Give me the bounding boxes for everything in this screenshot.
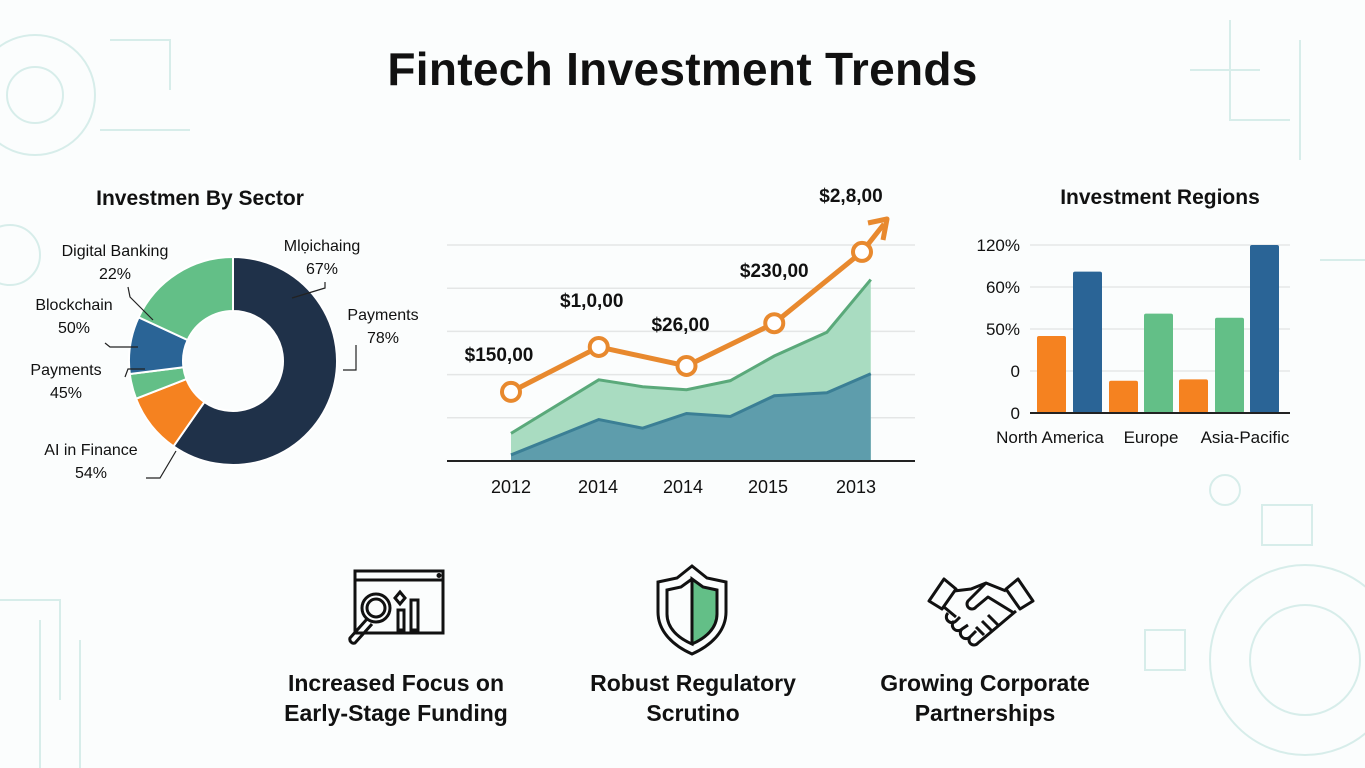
bar-chart-title: Investment Regions [1060, 186, 1260, 209]
donut-label-payments-45: Payments 45% [16, 359, 116, 405]
shield-icon [656, 564, 728, 656]
data-label: $1,0,00 [560, 291, 623, 312]
data-point [851, 240, 873, 263]
bar [1179, 379, 1208, 413]
data-label: $150,00 [465, 345, 534, 366]
x-tick-label: 2014 [578, 477, 618, 497]
slice-name: Blockchain [35, 297, 113, 314]
sector-donut-chart [104, 255, 357, 479]
y-tick-label: 60% [986, 278, 1020, 297]
page-title: Fintech Investment Trends [387, 43, 978, 95]
leader-line [124, 368, 145, 378]
slice-value: 45% [49, 385, 83, 402]
area-series-line [510, 372, 872, 457]
slice-name: Mlọichaing [283, 238, 361, 255]
feature-early-stage-funding: Increased Focus on Early-Stage Funding [246, 668, 546, 728]
x-category-label: Asia-Pacific [1201, 428, 1290, 447]
leader-line [291, 282, 326, 299]
leader-line [127, 286, 154, 321]
feature-text-line: Increased Focus on [287, 670, 504, 696]
slice-name: Payments [347, 307, 419, 324]
y-tick-label: 0 [1011, 404, 1020, 423]
analytics-magnifier-icon [348, 569, 445, 645]
donut-slice [172, 255, 338, 466]
bar [1250, 245, 1279, 413]
trend-arrow-head [867, 216, 890, 241]
y-tick-label: 120% [977, 236, 1020, 255]
handshake-icon [927, 577, 1035, 647]
y-tick-label: 50% [986, 320, 1020, 339]
feature-corporate-partnerships: Growing Corporate Partnerships [835, 668, 1135, 728]
donut-chart-title: Investmen By Sector [96, 187, 304, 210]
feature-text-line: Growing Corporate [880, 670, 1090, 696]
slice-value: 54% [74, 465, 108, 482]
regions-bar-chart: 0 0 50% 60% 120% North America Europe Asia-Paci… [977, 236, 1290, 447]
slice-value: 78% [366, 330, 400, 347]
bar [1215, 317, 1244, 413]
feature-regulatory-scrutiny: Robust Regulatory Scrutino [543, 668, 843, 728]
slice-name: Digital Banking [61, 243, 169, 260]
data-point [500, 380, 522, 403]
x-tick-label: 2014 [663, 477, 703, 497]
x-tick-label: 2015 [748, 477, 788, 497]
feature-text-line: Robust Regulatory [590, 670, 796, 696]
slice-name: Payments [30, 362, 102, 379]
data-point [675, 354, 698, 377]
leader-line [104, 342, 138, 348]
donut-label-mloichaing: Mlọichaing 67% [262, 235, 382, 281]
donut-label-digital-banking: Digital Banking 22% [50, 240, 180, 286]
x-tick-label: 2013 [836, 477, 876, 497]
donut-label-ai-in-finance: AI in Finance 54% [26, 439, 156, 485]
slice-name: AI in Finance [44, 442, 138, 459]
area-series-line [510, 278, 872, 435]
leader-line [343, 345, 357, 371]
bar [1073, 271, 1102, 413]
investment-line-chart: $150,00 $1,0,00 $26,00 $230,00 $2,8,00 2012 20… [447, 186, 915, 497]
bar [1144, 313, 1173, 413]
data-point [587, 335, 610, 358]
feature-text-line: Partnerships [914, 700, 1056, 726]
slice-value: 22% [98, 266, 132, 283]
data-point [763, 312, 786, 335]
data-label: $2,8,00 [819, 186, 882, 207]
feature-text-line: Early-Stage Funding [284, 700, 508, 726]
slice-value: 67% [305, 261, 339, 278]
bar [1037, 336, 1066, 413]
donut-label-payments-78: Payments 78% [333, 304, 433, 350]
bar [1109, 380, 1138, 413]
slice-value: 50% [57, 320, 91, 337]
x-category-label: Europe [1124, 428, 1179, 447]
data-label: $230,00 [740, 261, 809, 282]
x-category-label: North America [996, 428, 1104, 447]
donut-label-blockchain: Blockchain 50% [24, 294, 124, 340]
data-label: $26,00 [651, 315, 709, 336]
feature-text-line: Scrutino [646, 700, 740, 726]
y-tick-label: 0 [1011, 362, 1020, 381]
leader-line [146, 450, 177, 479]
donut-slice [137, 255, 234, 342]
x-tick-label: 2012 [491, 477, 531, 497]
